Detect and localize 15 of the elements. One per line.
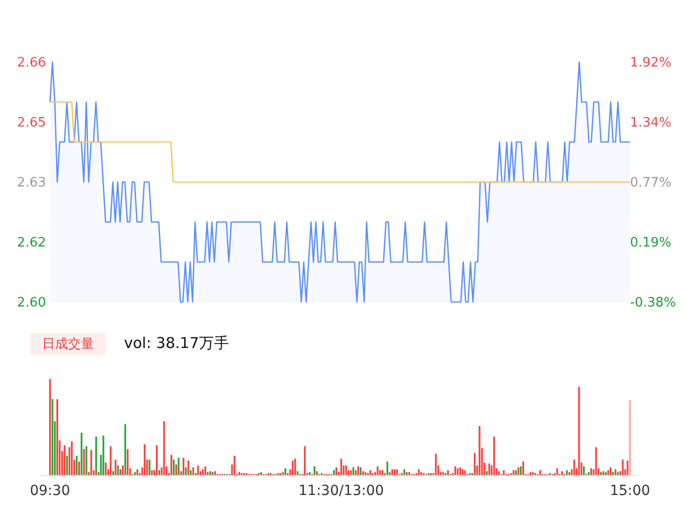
y-tick-label: 2.65 [17, 116, 46, 130]
y2-tick-label: 1.34% [630, 116, 672, 130]
text: vol: 38.17万手 [124, 334, 229, 352]
x-tick-label: 09:30 [30, 483, 70, 499]
y-tick-label: 2.62 [17, 236, 46, 250]
x-tick-label: 11:30/13:00 [298, 483, 384, 499]
text: 日成交量 [42, 336, 94, 352]
y-tick-label: 2.60 [17, 296, 46, 310]
y2-tick-label: 0.19% [630, 236, 672, 250]
y-tick-label: 2.63 [17, 176, 46, 190]
y-tick-label: 2.66 [17, 56, 46, 70]
x-tick-label: 15:00 [610, 483, 650, 499]
y2-tick-label: 1.92% [630, 56, 672, 70]
y2-tick-label: -0.38% [630, 296, 676, 310]
y2-tick-label: 0.77% [630, 176, 672, 190]
